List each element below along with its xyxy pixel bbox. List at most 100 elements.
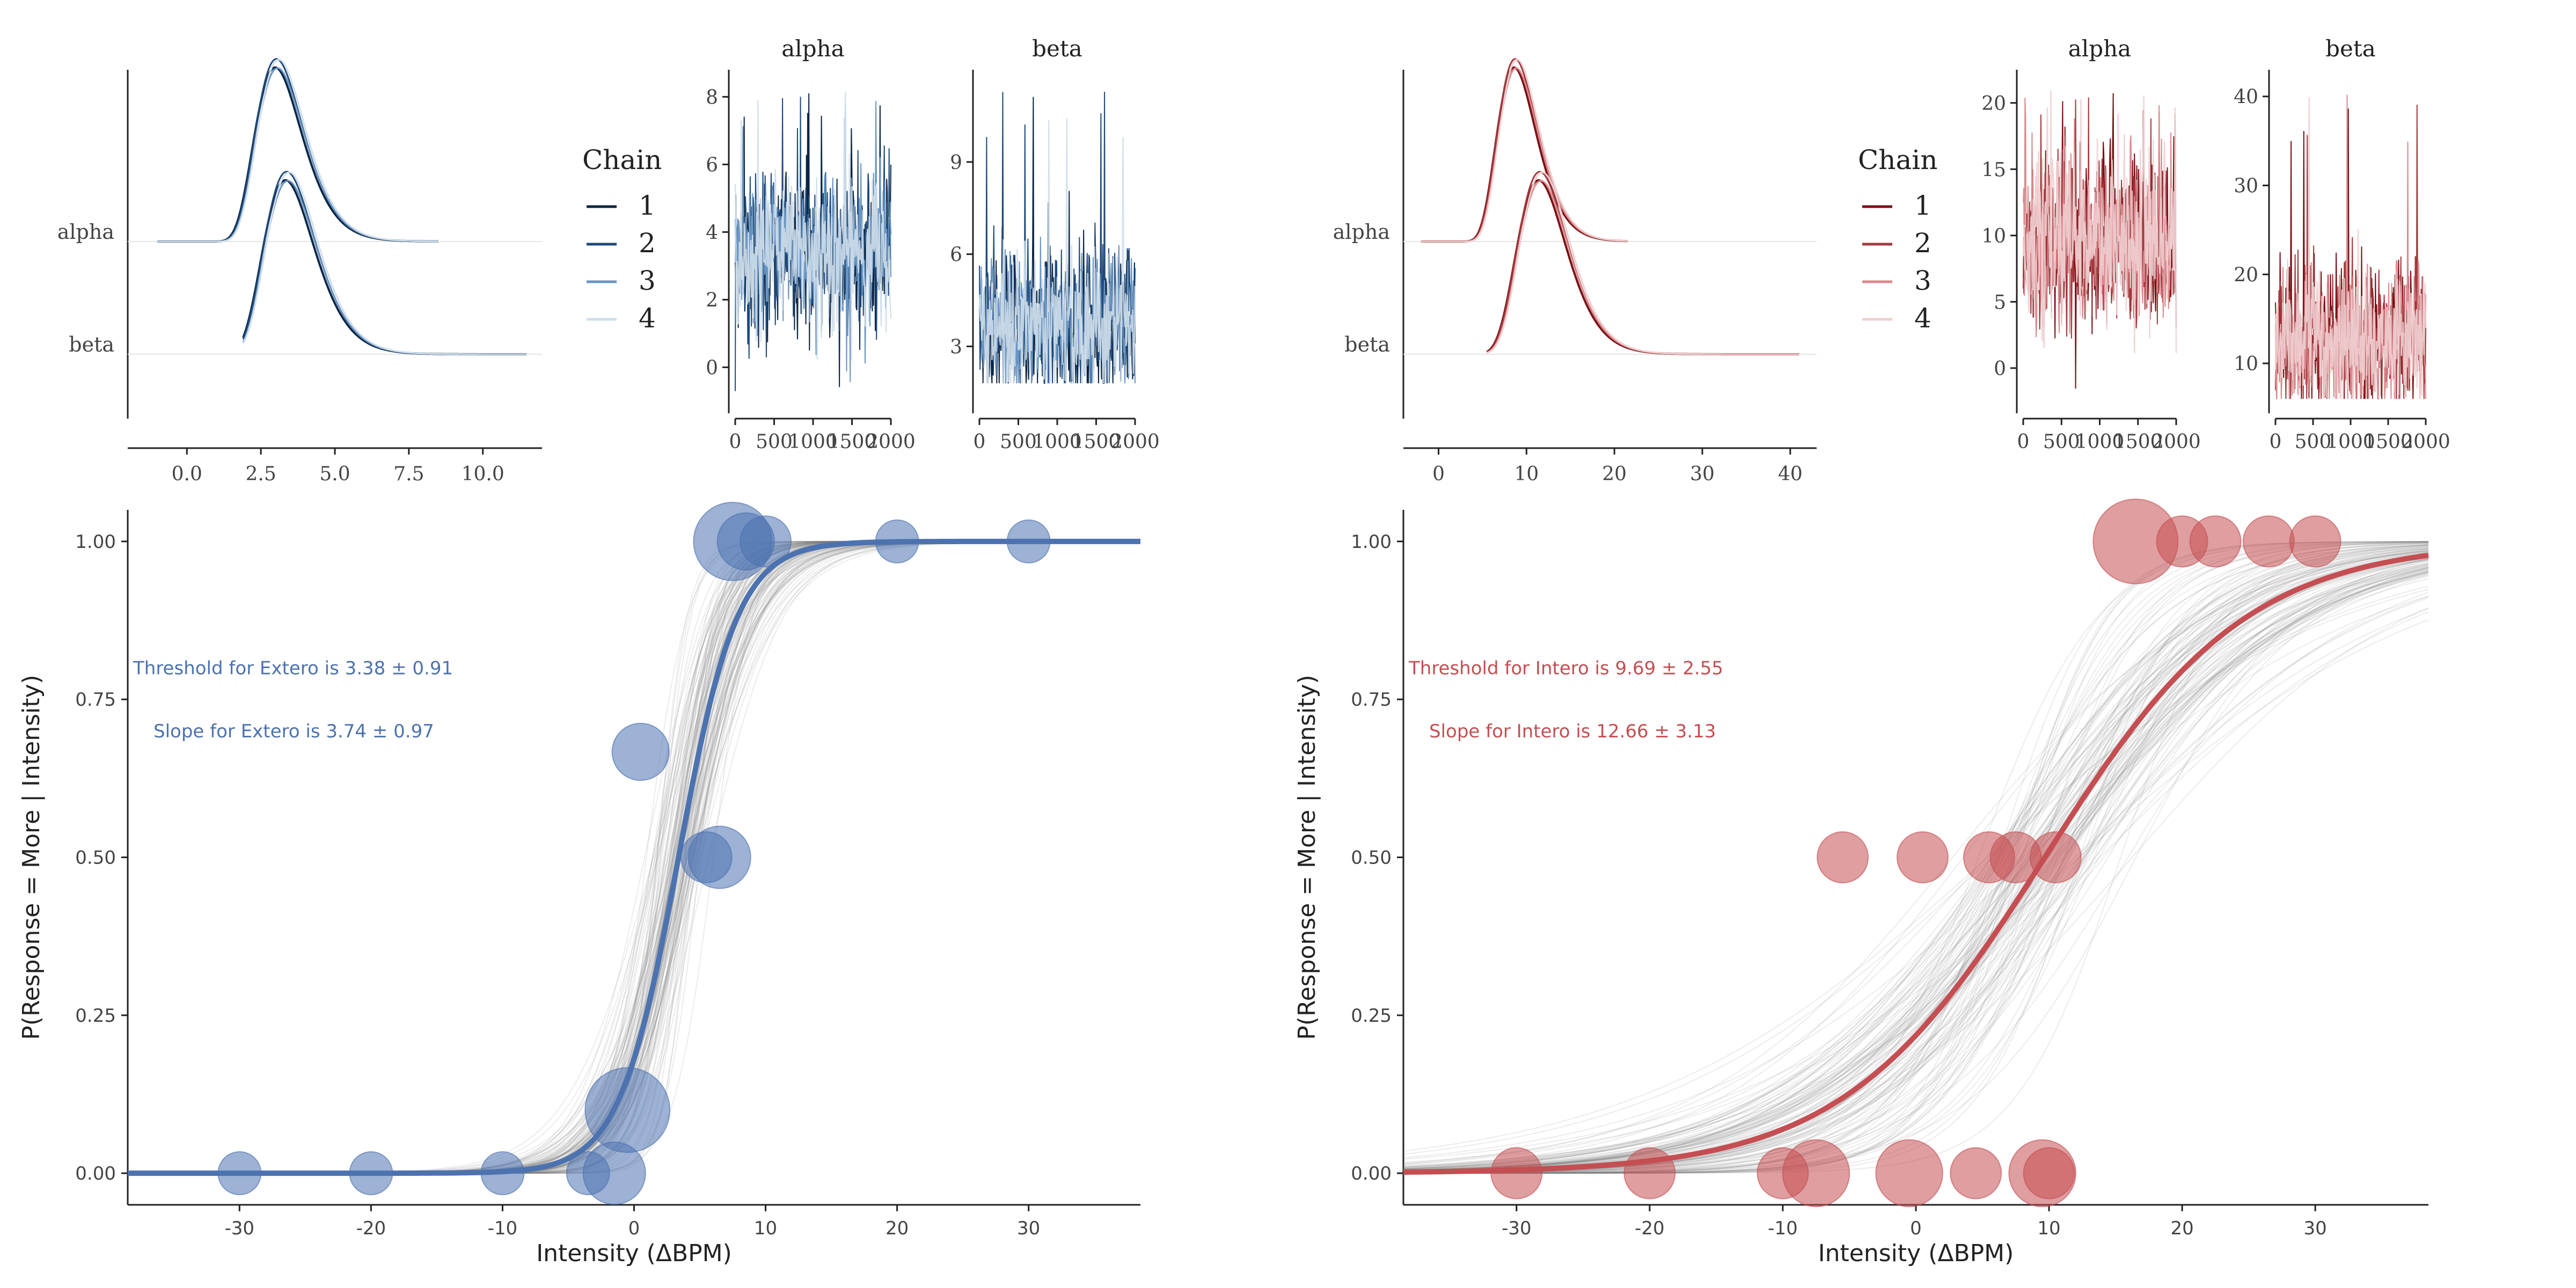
y-tick-label: 0 <box>1994 358 2006 380</box>
x-tick-label: 500 <box>1000 431 1037 453</box>
y-tick-label: 10 <box>2234 353 2258 375</box>
y-tick-label: 30 <box>2234 175 2258 197</box>
response-point <box>611 722 670 781</box>
posterior-curve <box>1403 554 2429 1172</box>
x-tick-label: 20 <box>1602 463 1627 485</box>
posterior-curve <box>1403 567 2429 1172</box>
x-tick-label: -10 <box>488 1218 518 1239</box>
posterior-curve <box>1403 557 2429 1165</box>
x-tick-label: 10.0 <box>462 463 504 485</box>
posterior-curve <box>1403 570 2429 1170</box>
x-tick-label: 1000 <box>1033 431 1082 453</box>
posterior-curve <box>1403 559 2429 1172</box>
legend-label: 4 <box>639 303 656 334</box>
y-tick-label: 2 <box>706 289 718 311</box>
x-tick-label: 500 <box>756 431 793 453</box>
x-tick-label: 1500 <box>2113 431 2163 453</box>
y-tick-label: 0.00 <box>75 1163 116 1184</box>
posterior-curve <box>1403 544 2429 1174</box>
posterior-curve <box>1403 570 2429 1171</box>
y-tick-label: 10 <box>1981 225 2006 247</box>
x-tick-label: 10 <box>1514 463 1539 485</box>
ridge-label: alpha <box>57 220 114 244</box>
threshold-annotation: Threshold for Intero is 9.69 ± 2.55 <box>1408 657 1723 679</box>
y-tick-label: 8 <box>706 86 718 108</box>
posterior-curve <box>1403 570 2429 1171</box>
posterior-curve <box>1403 544 2429 1174</box>
chain-trace <box>2022 91 2177 354</box>
chain-trace <box>2274 97 2427 399</box>
density-curve <box>242 171 526 355</box>
x-tick-label: 2000 <box>2151 431 2201 453</box>
x-tick-label: 40 <box>1778 463 1803 485</box>
y-tick-label: 3 <box>950 336 962 358</box>
threshold-annotation: Threshold for Extero is 3.38 ± 0.91 <box>133 657 453 679</box>
y-tick-label: 0.25 <box>75 1005 116 1027</box>
x-tick-label: 5.0 <box>319 463 350 485</box>
facet-title: alpha <box>781 35 844 62</box>
posterior-curve <box>1403 558 2429 1174</box>
posterior-curve <box>1403 554 2429 1168</box>
posterior-curve <box>1403 574 2429 1170</box>
x-tick-label: 1500 <box>1072 431 1121 453</box>
posterior-curve <box>1403 567 2429 1174</box>
response-point <box>1623 1147 1676 1199</box>
x-tick-label: 500 <box>2043 431 2080 453</box>
ridge-label: beta <box>1344 333 1390 356</box>
x-tick-label: 1000 <box>788 431 838 453</box>
posterior-curve <box>1403 564 2429 1174</box>
posterior-curve <box>1403 611 2429 1166</box>
chain-trace <box>979 236 1136 384</box>
posterior-curve <box>1403 544 2429 1174</box>
posterior-curve <box>1403 572 2429 1168</box>
posterior-curve <box>1403 551 2429 1172</box>
y-tick-label: 0.50 <box>1351 847 1392 869</box>
ridge-label: alpha <box>1333 220 1390 244</box>
x-tick-label: 0 <box>2270 431 2282 453</box>
density-curve <box>1487 171 1799 355</box>
y-tick-label: 6 <box>706 154 718 176</box>
density-curve <box>242 171 526 355</box>
posterior-curve <box>1403 552 2429 1172</box>
posterior-curve <box>1403 563 2429 1171</box>
posterior-curve <box>1403 607 2429 1171</box>
mean-curve <box>1403 552 2429 1175</box>
posterior-curve <box>1403 574 2429 1168</box>
posterior-curve <box>1403 565 2429 1171</box>
x-tick-label: 10 <box>2037 1218 2060 1239</box>
response-point <box>2029 831 2082 883</box>
y-tick-label: 0 <box>706 357 718 379</box>
posterior-curve <box>1403 547 2429 1174</box>
density-plot: 0.0 2.5 5.0 7.5 10.0 alpha beta <box>57 58 542 485</box>
posterior-curve <box>1403 589 2429 1152</box>
posterior-curve <box>1403 566 2429 1172</box>
posterior-curve <box>1403 597 2429 1167</box>
y-tick-label: 0.25 <box>1351 1005 1392 1027</box>
posterior-curve <box>1403 595 2429 1159</box>
legend-label: 4 <box>1914 303 1931 334</box>
chain-legend: Chain 1 2 3 4 <box>582 144 662 334</box>
posterior-curve <box>1403 558 2429 1172</box>
posterior-curve <box>1403 545 2429 1174</box>
facet-title: alpha <box>2068 35 2131 62</box>
response-point <box>1896 831 1949 883</box>
x-tick-label: -20 <box>356 1218 386 1239</box>
legend-label: 1 <box>639 190 656 221</box>
x-tick-label: 30 <box>2304 1218 2327 1239</box>
density-curve <box>1486 179 1799 355</box>
posterior-curve <box>1403 554 2429 1172</box>
legend-label: 1 <box>1914 190 1931 221</box>
posterior-curve <box>1403 562 2429 1171</box>
y-tick-label: 9 <box>950 152 962 174</box>
x-tick-label: -30 <box>225 1218 255 1239</box>
posterior-curve <box>1403 567 2429 1164</box>
density-curve <box>157 58 438 243</box>
posterior-curve <box>1403 560 2429 1174</box>
x-tick-label: 1500 <box>828 431 877 453</box>
y-tick-label: 20 <box>2234 264 2258 286</box>
y-axis-label: P(Response = More | Intensity) <box>18 675 45 1040</box>
response-point <box>584 1067 671 1153</box>
posterior-curve <box>1403 565 2429 1169</box>
